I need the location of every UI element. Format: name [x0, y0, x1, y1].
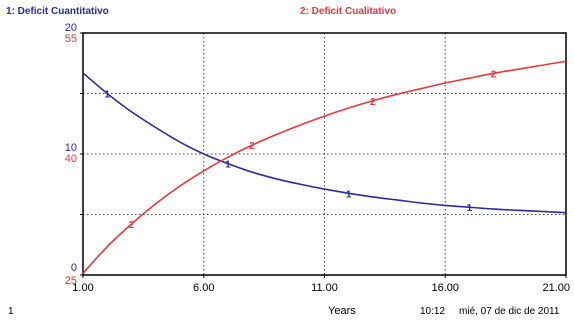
x-tick-label: 1.00	[72, 282, 93, 294]
y-tick-label-series-1: 0	[71, 262, 77, 274]
series-markers: 1 1 1 1 2 2 2 2	[104, 69, 496, 231]
y-tick-label-series-2: 25	[65, 275, 77, 287]
series-1-point-marker: 1	[104, 90, 110, 101]
series-1-point-marker: 1	[467, 203, 473, 214]
series-2-point-marker: 2	[370, 97, 376, 108]
series-line-1	[82, 72, 567, 214]
series-line-2	[82, 60, 567, 274]
series-1-point-marker: 1	[225, 160, 231, 171]
y-tick-label-series-1: 20	[65, 22, 77, 34]
legend-series-2: 2: Deficit Cualitativo	[300, 6, 396, 17]
x-tick-label: 6.00	[193, 282, 214, 294]
y-tick-label-series-2: 55	[65, 33, 77, 45]
series-2-point-marker: 2	[491, 69, 497, 80]
timestamp-time: 10:12	[420, 306, 445, 317]
x-axis-label: Years	[328, 305, 356, 317]
series-2-point-marker: 2	[249, 141, 255, 152]
series-2-point-marker: 2	[129, 220, 135, 231]
y-tick-label-series-1: 10	[65, 142, 77, 154]
x-axis-ticks: 1.00 6.00 11.00 16.00 21.00	[72, 275, 570, 294]
page-number: 1	[8, 306, 14, 317]
legend-series-1: 1: Deficit Cuantitativo	[6, 6, 109, 17]
x-tick-label: 16.00	[431, 282, 459, 294]
series-lines	[82, 60, 567, 274]
timestamp-date: mié, 07 de dic de 2011	[459, 306, 560, 317]
y-axis-ticks: 20 10 0 55 40 25	[65, 22, 83, 287]
series-1-point-marker: 1	[346, 189, 352, 200]
x-tick-label: 21.00	[542, 282, 570, 294]
x-tick-label: 11.00	[311, 282, 338, 294]
y-tick-label-series-2: 40	[65, 153, 77, 165]
